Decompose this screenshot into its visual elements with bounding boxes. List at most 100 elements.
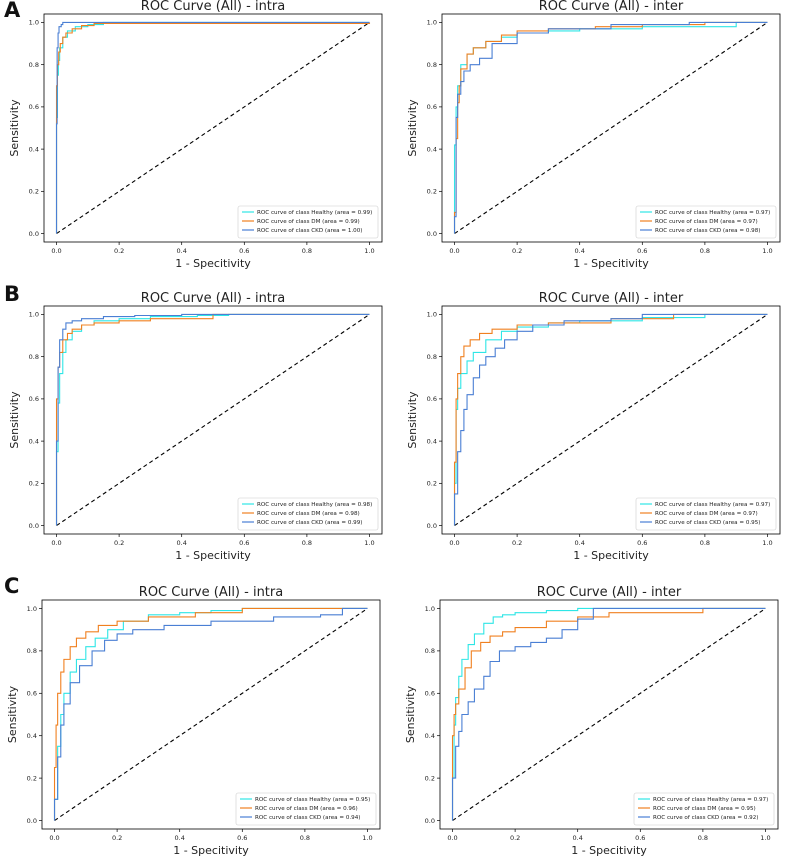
x-tick-label: 1.0 [364, 247, 374, 255]
legend-box [237, 497, 379, 531]
x-tick-label: 0.2 [510, 834, 520, 842]
legend-box [235, 792, 377, 826]
y-tick-label: 0.0 [427, 230, 437, 238]
x-axis-label: 1 - Specitivity [175, 549, 251, 562]
x-tick-label: 0.4 [177, 247, 187, 255]
panel-letter-a: A [4, 0, 21, 22]
roc-chart-b-left: ROC Curve (All) - intra 0.0 0.2 0.4 0.6 0.8 1.… [8, 291, 383, 562]
x-tick-label: 0.4 [175, 834, 185, 842]
y-tick-label: 0.4 [425, 732, 435, 740]
y-tick-label: 1.0 [27, 605, 37, 613]
y-tick-label: 0.0 [29, 230, 39, 238]
x-tick-label: 1.0 [760, 834, 770, 842]
legend-label-healthy: ROC curve of class Healthy (area = 0.95) [255, 797, 370, 803]
y-tick-label: 0.8 [29, 353, 39, 361]
x-tick-label: 0.6 [239, 539, 249, 547]
x-tick-label: 0.4 [575, 539, 585, 547]
x-tick-label: 0.8 [698, 834, 708, 842]
legend-label-ckd: ROC curve of class CKD (area = 0.98) [655, 228, 760, 234]
panel-letter-c: C [4, 574, 20, 598]
x-tick-label: 0.8 [700, 539, 710, 547]
x-tick-label: 0.2 [512, 247, 522, 255]
legend-label-dm: ROC curve of class DM (area = 0.95) [653, 806, 756, 812]
chart-title: ROC Curve (All) - inter [539, 291, 684, 306]
roc-curve-ckd [453, 313, 768, 526]
roc-curve-dm [451, 607, 766, 821]
y-tick-label: 0.8 [425, 647, 435, 655]
y-axis-label: Sensitivity [406, 99, 419, 157]
legend-label-dm: ROC curve of class DM (area = 0.97) [655, 219, 758, 225]
roc-chart-a-right: ROC Curve (All) - inter 0.0 0.2 0.4 0.6 0.8 1.… [406, 0, 781, 270]
y-tick-label: 0.2 [29, 188, 39, 196]
x-tick-label: 0.6 [637, 247, 647, 255]
x-tick-label: 0.0 [449, 539, 459, 547]
x-tick-label: 1.0 [762, 539, 772, 547]
y-tick-label: 0.6 [27, 690, 37, 698]
x-tick-label: 0.4 [177, 539, 187, 547]
roc-chart-a-left: ROC Curve (All) - intra 0.0 0.2 0.4 0.6 0.8 1.… [8, 0, 383, 270]
chance-diagonal-line [452, 608, 766, 821]
y-axis-label: Sensitivity [8, 99, 21, 157]
y-tick-label: 0.4 [27, 732, 37, 740]
roc-curve-ckd [55, 313, 370, 526]
x-tick-label: 0.6 [237, 834, 247, 842]
y-axis-label: Sensitivity [404, 685, 417, 743]
y-tick-label: 0.4 [29, 145, 39, 153]
y-tick-label: 0.6 [29, 103, 39, 111]
y-tick-label: 0.2 [427, 188, 437, 196]
y-tick-label: 0.2 [427, 480, 437, 488]
legend-box [635, 497, 777, 531]
x-axis-label: 1 - Specitivity [173, 844, 249, 857]
x-tick-label: 0.8 [700, 247, 710, 255]
chart-title: ROC Curve (All) - inter [539, 0, 684, 14]
x-tick-label: 0.6 [635, 834, 645, 842]
roc-curve-healthy [451, 607, 766, 821]
y-tick-label: 1.0 [29, 311, 39, 319]
x-tick-label: 0.6 [637, 539, 647, 547]
roc-chart-c-right: ROC Curve (All) - inter 0.0 0.2 0.4 0.6 0.8 1.… [404, 585, 779, 857]
panel-letter-b: B [4, 282, 21, 306]
x-tick-label: 0.2 [114, 247, 124, 255]
x-axis-label: 1 - Specitivity [571, 844, 647, 857]
y-tick-label: 0.2 [27, 774, 37, 782]
x-axis-label: 1 - Specitivity [573, 257, 649, 270]
x-tick-label: 0.0 [447, 834, 457, 842]
x-tick-label: 0.6 [239, 247, 249, 255]
x-axis-label: 1 - Specitivity [175, 257, 251, 270]
y-tick-label: 1.0 [425, 605, 435, 613]
roc-chart-c-left: ROC Curve (All) - intra 0.0 0.2 0.4 0.6 0.8 1.… [6, 585, 381, 857]
x-axis-label: 1 - Specitivity [573, 549, 649, 562]
y-axis-label: Sensitivity [6, 685, 19, 743]
x-tick-label: 0.2 [112, 834, 122, 842]
x-tick-label: 0.2 [114, 539, 124, 547]
roc-curve-ckd [453, 21, 768, 234]
y-axis-label: Sensitivity [406, 391, 419, 449]
y-tick-label: 0.8 [27, 647, 37, 655]
legend-label-healthy: ROC curve of class Healthy (area = 0.97) [655, 210, 770, 216]
y-tick-label: 0.6 [427, 395, 437, 403]
y-tick-label: 0.4 [29, 437, 39, 445]
y-tick-label: 0.0 [27, 817, 37, 825]
y-tick-label: 1.0 [427, 19, 437, 27]
y-tick-label: 0.0 [427, 522, 437, 530]
x-tick-label: 0.4 [573, 834, 583, 842]
roc-curve-ckd [55, 21, 370, 234]
y-tick-label: 0.2 [29, 480, 39, 488]
chance-diagonal-line [54, 608, 368, 821]
y-tick-label: 0.2 [425, 774, 435, 782]
roc-curve-healthy [453, 313, 768, 526]
y-tick-label: 0.0 [425, 817, 435, 825]
x-tick-label: 0.0 [449, 247, 459, 255]
roc-curve-dm [53, 607, 368, 821]
x-tick-label: 1.0 [762, 247, 772, 255]
chart-title: ROC Curve (All) - intra [141, 0, 285, 14]
y-tick-label: 0.6 [29, 395, 39, 403]
y-tick-label: 0.8 [427, 61, 437, 69]
x-tick-label: 0.8 [302, 539, 312, 547]
legend-label-ckd: ROC curve of class CKD (area = 0.95) [655, 520, 760, 526]
y-tick-label: 0.6 [427, 103, 437, 111]
legend-label-ckd: ROC curve of class CKD (area = 1.00) [257, 228, 362, 234]
roc-curve-ckd [451, 607, 766, 821]
chart-title: ROC Curve (All) - inter [537, 585, 682, 600]
legend-box [635, 205, 777, 239]
